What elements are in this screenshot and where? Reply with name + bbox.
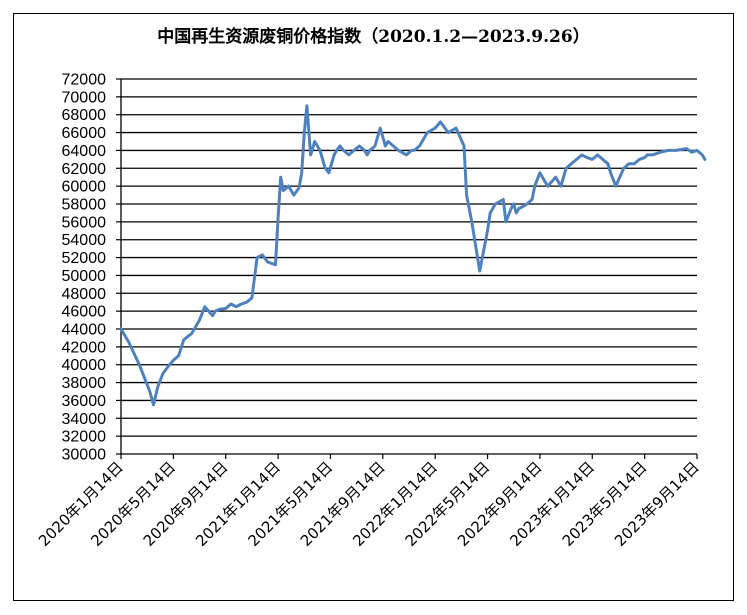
series-line [119, 104, 707, 407]
chart-frame [13, 13, 734, 601]
y-tick-label: 42000 [62, 339, 107, 356]
y-tick-label: 70000 [62, 89, 107, 106]
y-tick-label: 64000 [62, 143, 107, 160]
y-tick-label: 48000 [62, 286, 107, 303]
y-tick-label: 60000 [62, 179, 107, 196]
y-tick-label: 30000 [62, 447, 107, 464]
y-tick-label: 54000 [62, 232, 107, 249]
y-tick-label: 34000 [62, 411, 107, 428]
x-axis-tick-labels: 2020年1月14日2020年5月14日2020年9月14日2021年1月14日… [35, 458, 703, 550]
y-tick-label: 68000 [62, 107, 107, 124]
y-tick-label: 38000 [62, 375, 107, 392]
y-tick-label: 52000 [62, 250, 107, 267]
y-tick-label: 46000 [62, 304, 107, 321]
gridlines [121, 78, 697, 437]
axes [116, 78, 698, 459]
series-layer [119, 104, 707, 407]
chart-title: 中国再生资源废铜价格指数（2020.1.2—2023.9.26） [157, 27, 590, 47]
y-tick-label: 36000 [62, 393, 107, 410]
y-tick-label: 72000 [62, 72, 107, 89]
y-tick-label: 50000 [62, 268, 107, 285]
y-tick-label: 44000 [62, 322, 107, 339]
y-tick-label: 58000 [62, 197, 107, 214]
y-tick-label: 56000 [62, 214, 107, 231]
y-tick-label: 66000 [62, 125, 107, 142]
y-tick-label: 32000 [62, 429, 107, 446]
y-tick-label: 62000 [62, 161, 107, 178]
y-tick-label: 40000 [62, 357, 107, 374]
y-axis-tick-labels: 3000032000340003600038000400004200044000… [62, 72, 107, 464]
